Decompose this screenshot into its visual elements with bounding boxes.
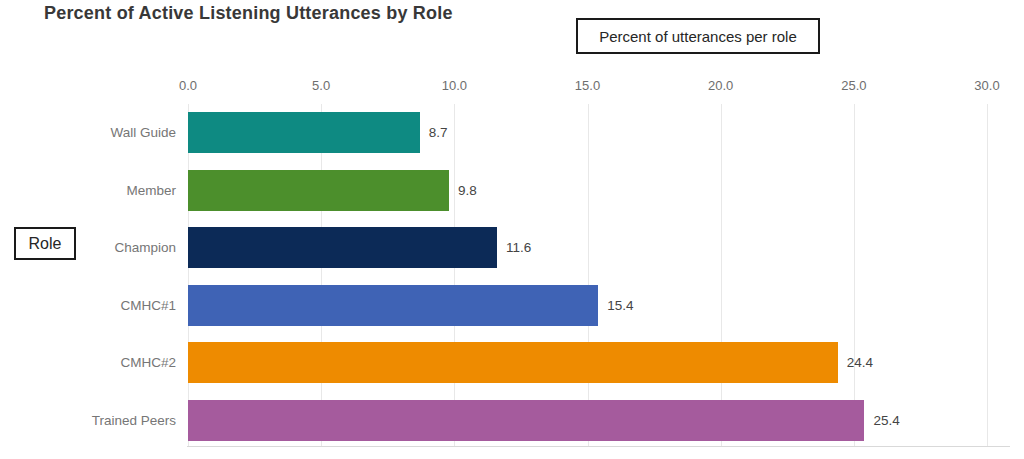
category-label-cmhc-1: CMHC#1 [36,285,176,326]
gridline [854,104,855,446]
gridline [987,104,988,446]
category-label-champion: Champion [36,227,176,268]
x-axis-tick-label: 0.0 [179,78,197,93]
gridline [188,104,189,446]
category-label-wall-guide: Wall Guide [36,112,176,153]
value-label-cmhc-1: 15.4 [607,285,633,326]
value-label-trained-peers: 25.4 [873,400,899,441]
gridline [721,104,722,446]
x-axis-tick-label: 25.0 [841,78,866,93]
value-label-wall-guide: 8.7 [429,112,448,153]
category-label-member: Member [36,170,176,211]
bar-cmhc-1 [188,285,598,326]
value-label-member: 9.8 [458,170,477,211]
x-axis-tick-label: 15.0 [575,78,600,93]
gridline [454,104,455,446]
bar-member [188,170,449,211]
gridline [321,104,322,446]
x-axis-tick-label: 20.0 [708,78,733,93]
bar-champion [188,227,497,268]
x-axis-tick-label: 10.0 [442,78,467,93]
x-axis-tick-label: 30.0 [974,78,999,93]
chart-canvas: Percent of Active Listening Utterances b… [0,0,1024,459]
bar-trained-peers [188,400,864,441]
value-label-champion: 11.6 [506,227,531,268]
bar-cmhc-2 [188,342,838,383]
gridline [588,104,589,446]
x-axis-tick-label: 5.0 [312,78,330,93]
x-axis-label-box: Percent of utterances per role [576,18,820,54]
category-label-cmhc-2: CMHC#2 [36,342,176,383]
chart-title: Percent of Active Listening Utterances b… [44,3,453,24]
value-label-cmhc-2: 24.4 [847,342,873,383]
category-label-trained-peers: Trained Peers [36,400,176,441]
x-axis-baseline [187,446,1010,447]
bar-wall-guide [188,112,420,153]
x-axis-label-text: Percent of utterances per role [599,28,797,45]
